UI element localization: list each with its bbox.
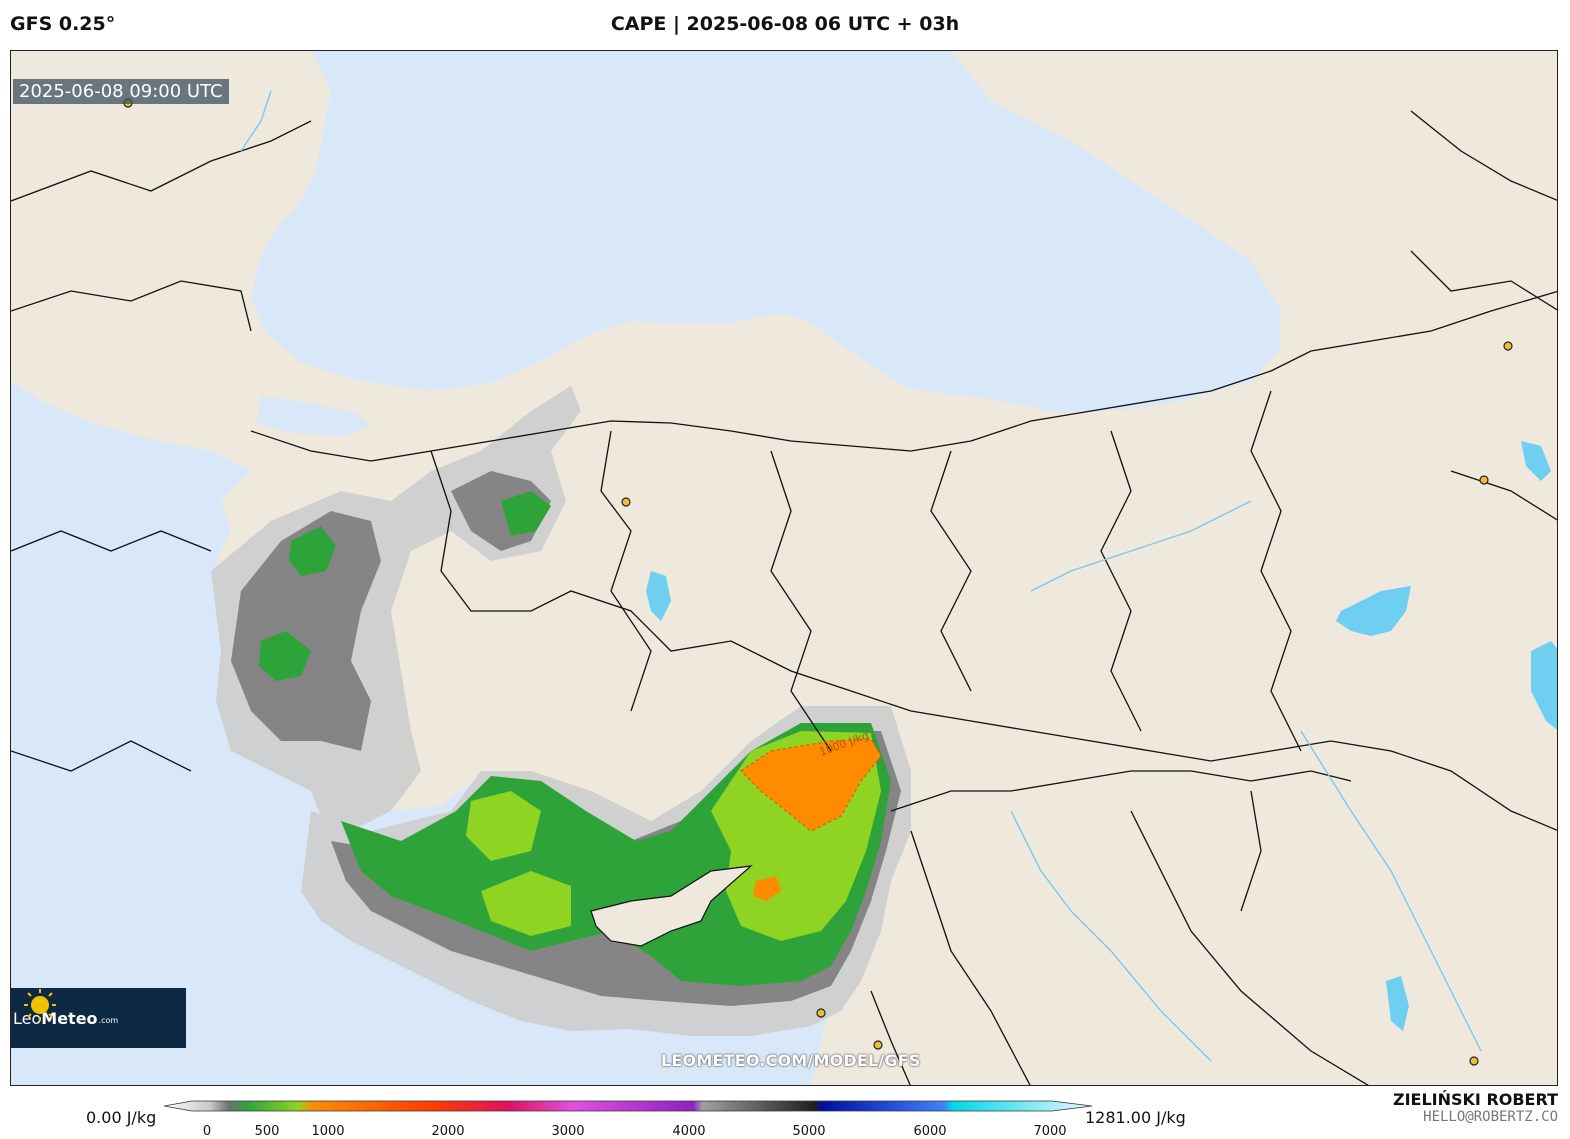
cyprus — [590, 865, 753, 947]
sea-of-marmara — [256, 396, 371, 436]
author-email[interactable]: HELLO@ROBERTZ.CO — [1423, 1109, 1558, 1125]
lake-urmia — [1531, 641, 1557, 730]
country-borders — [11, 110, 1557, 1085]
cape-map: 1000 J/kg 2025-06-08 09:00 UTC LeoMeteo … — [10, 50, 1558, 1086]
contour-1000 — [740, 738, 882, 832]
watermark: LEOMETEO.COM/MODEL/GFS — [661, 1051, 921, 1070]
colorbar: 0.00 J/kg 0 — [0, 1088, 1570, 1139]
lake-south — [1386, 976, 1409, 1031]
colorbar-tick: 1000 — [311, 1124, 344, 1139]
lake-tuz — [646, 571, 671, 621]
colorbar-svg: 0 500 1000 2000 3000 4000 5000 6000 7000 — [163, 1100, 1093, 1139]
logo-brand-a: Leo — [13, 1008, 42, 1028]
logo-domain: .com — [98, 1016, 119, 1025]
sun-icon — [24, 989, 56, 1021]
logo-text: LeoMeteo — [13, 1009, 98, 1028]
colorbar-tick: 500 — [255, 1124, 280, 1139]
leometeo-logo[interactable]: LeoMeteo .com — [11, 988, 186, 1048]
colorbar-tick: 6000 — [913, 1124, 946, 1139]
colorbar-tick: 3000 — [551, 1124, 584, 1139]
rivers — [240, 90, 1482, 1062]
author-credit: ZIELIŃSKI ROBERT HELLO@ROBERTZ.CO — [1393, 1090, 1558, 1125]
black-sea — [251, 51, 1281, 413]
colorbar-bar — [163, 1100, 1093, 1112]
colorbar-tick: 2000 — [431, 1124, 464, 1139]
lake-van — [1336, 586, 1411, 636]
lake-sevan — [1521, 441, 1551, 481]
author-name: ZIELIŃSKI ROBERT — [1392, 1090, 1558, 1109]
valid-time-badge: 2025-06-08 09:00 UTC — [13, 79, 229, 104]
logo-brand-b: Meteo — [41, 1008, 98, 1028]
map-title: CAPE | 2025-06-08 06 UTC + 03h — [610, 13, 960, 35]
map-canvas: 1000 J/kg — [11, 51, 1557, 1085]
colorbar-tick: 4000 — [672, 1124, 705, 1139]
model-name: GFS 0.25° — [10, 13, 116, 35]
colorbar-tick: 7000 — [1033, 1124, 1066, 1139]
cape-orange — [741, 739, 881, 901]
colorbar-tick: 0 — [203, 1124, 211, 1139]
colorbar-tick: 5000 — [792, 1124, 825, 1139]
colorbar-max-label: 1281.00 J/kg — [1085, 1108, 1186, 1127]
colorbar-min-label: 0.00 J/kg — [86, 1108, 157, 1127]
